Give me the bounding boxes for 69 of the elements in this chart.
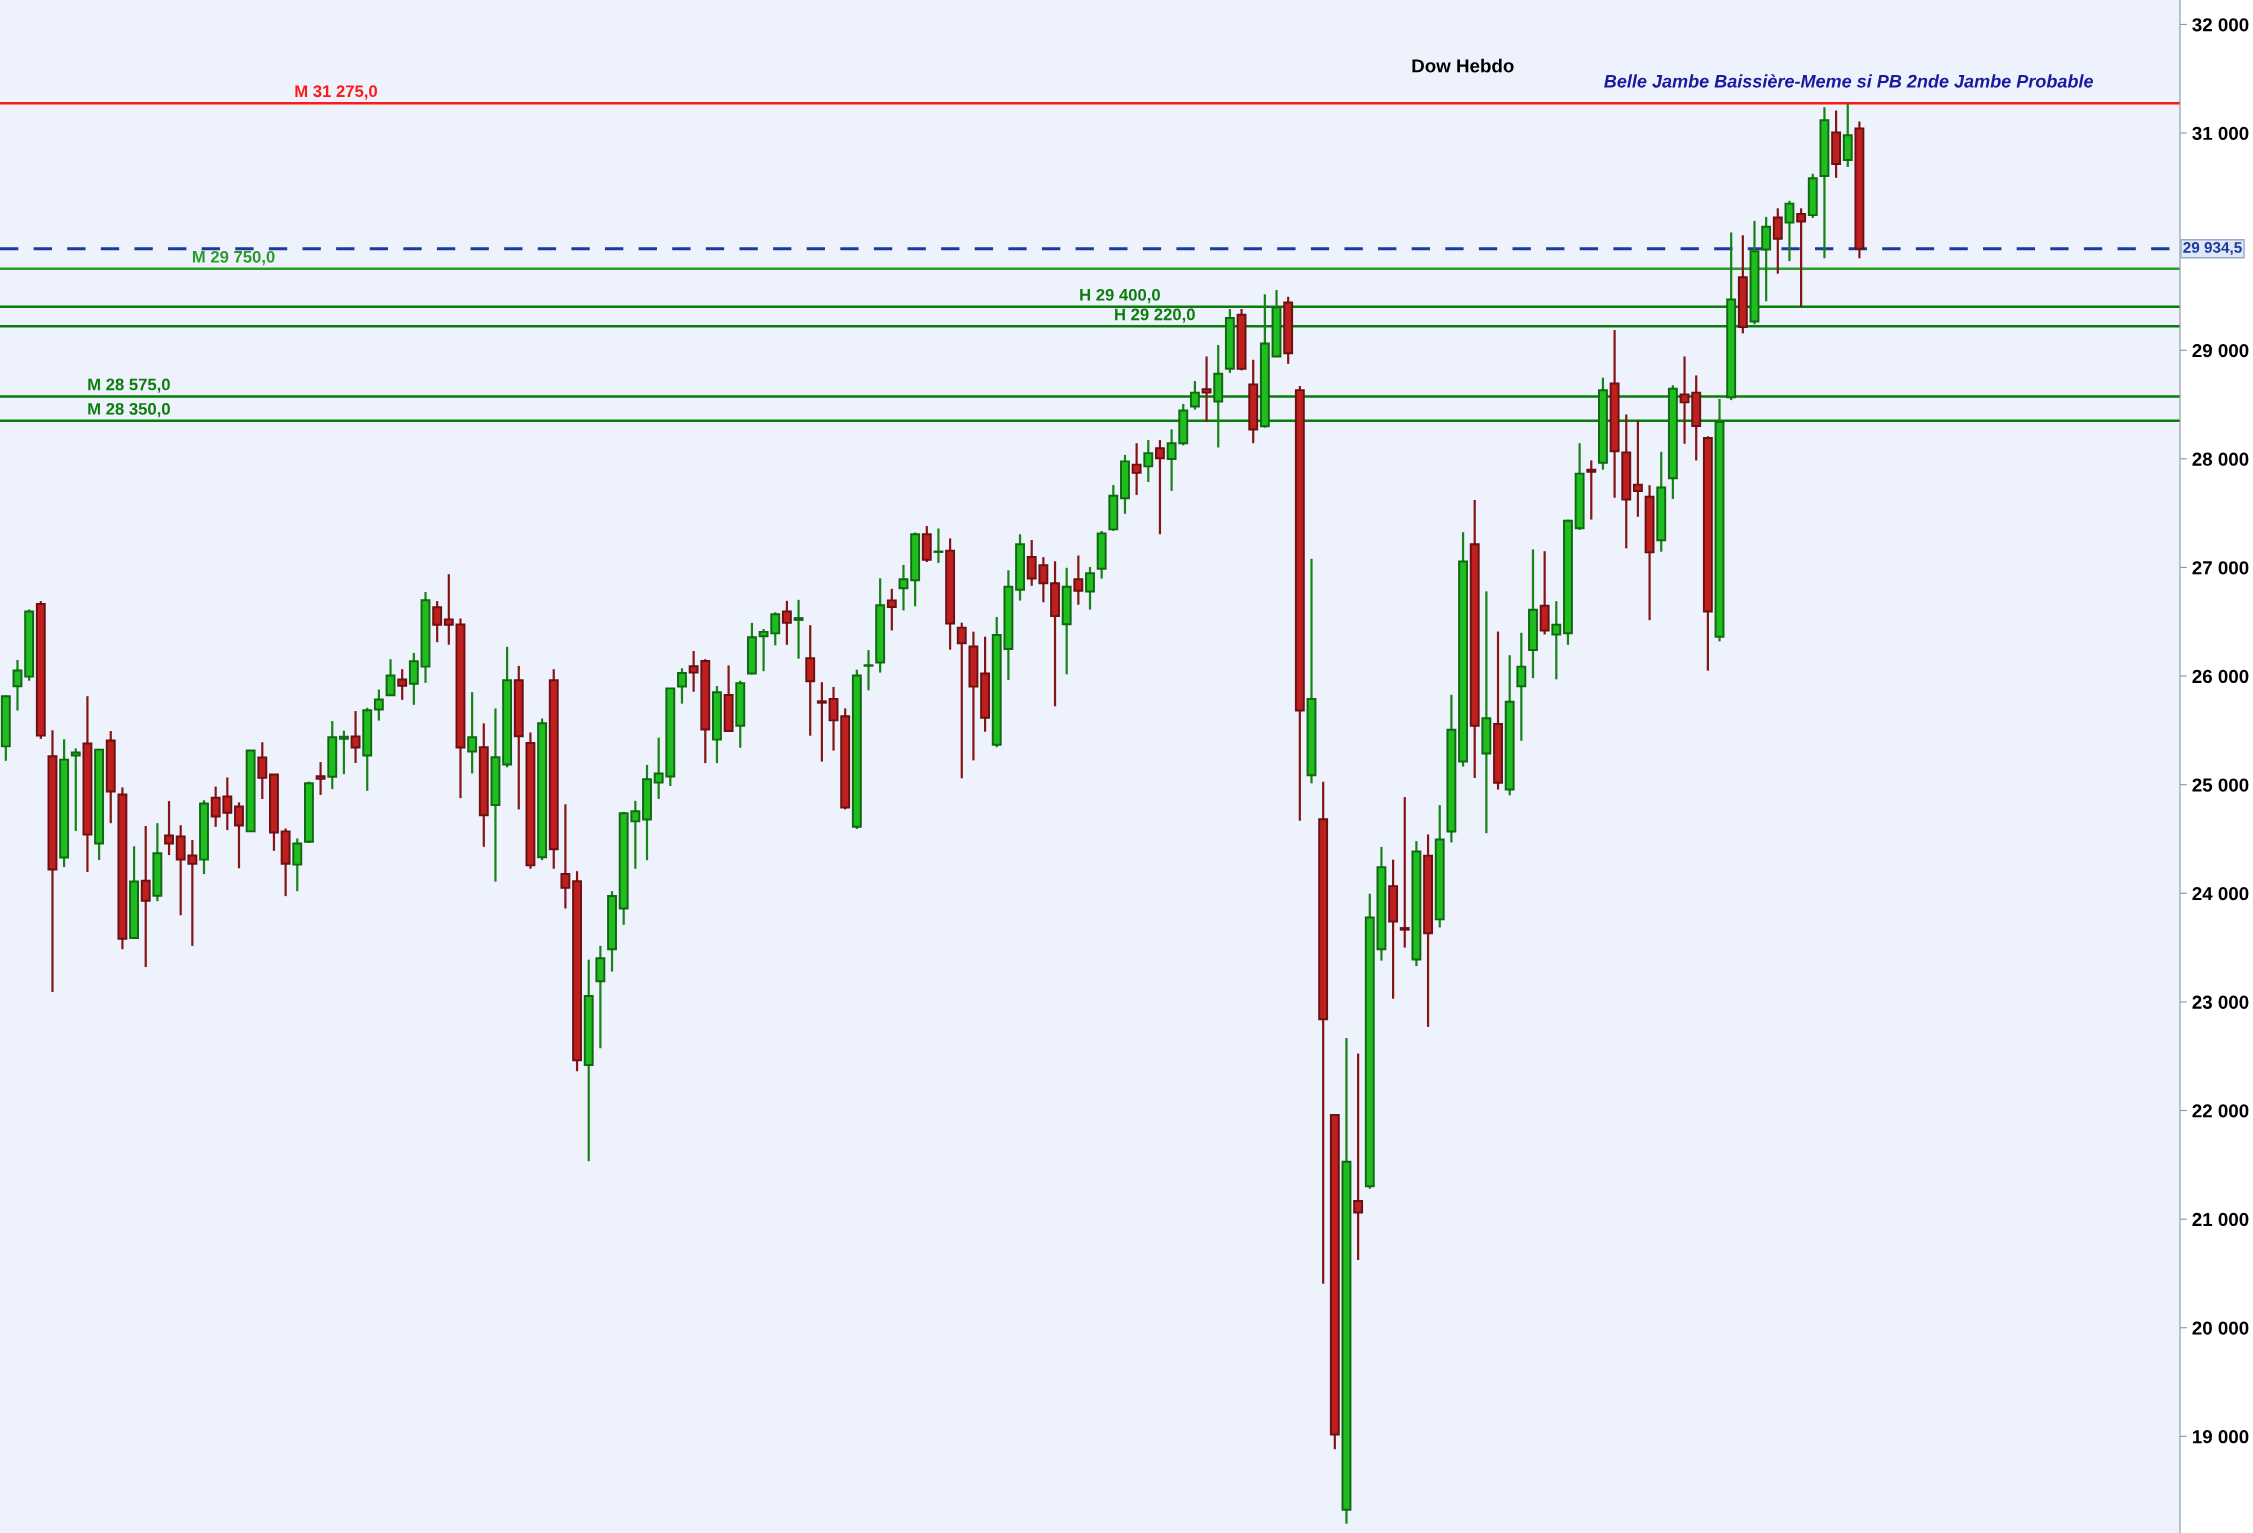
candlestick — [432, 600, 443, 644]
candlestick — [1796, 207, 1807, 309]
annotation: Belle Jambe Baissière-Meme si PB 2nde Jambe Probable — [1604, 74, 2094, 88]
ref-line-label: M 31 275,0 — [295, 85, 378, 100]
ref-line-label: H 29 220,0 — [1115, 308, 1195, 323]
candlestick — [315, 760, 326, 797]
ref-line-label: M 28 575,0 — [88, 378, 170, 393]
y-tick-label: 19 000 — [2192, 1430, 2249, 1444]
candlestick — [898, 563, 909, 612]
candlestick — [1761, 215, 1772, 303]
candlestick — [467, 691, 478, 775]
candlestick — [1201, 355, 1212, 424]
candlestick — [140, 824, 151, 969]
candlestick — [1353, 1052, 1364, 1262]
y-tick-label: 32 000 — [2192, 18, 2249, 32]
y-tick-label: 29 000 — [2192, 343, 2249, 358]
ref-line-label: H 29 400,0 — [1080, 288, 1160, 304]
candlestick — [408, 651, 419, 706]
y-tick-label: 28 000 — [2192, 452, 2249, 466]
candlestick — [1073, 554, 1084, 606]
candlestick — [560, 803, 571, 910]
candlestick — [1551, 600, 1562, 681]
candlestick — [677, 667, 687, 705]
candlestick — [443, 573, 454, 646]
candlestick — [292, 837, 303, 893]
candlestick — [164, 799, 174, 857]
candlestick — [257, 741, 268, 801]
candlestick — [385, 658, 396, 697]
candlestick — [1784, 199, 1795, 263]
candlestick — [1131, 442, 1142, 497]
y-tick-label: 23 000 — [2192, 995, 2249, 1009]
candlestick — [373, 688, 384, 722]
candlestick — [781, 599, 792, 646]
candlestick — [1155, 438, 1165, 536]
candlestick — [1085, 565, 1095, 611]
candlestick — [350, 709, 361, 765]
ref-line-label: M 28 350,0 — [88, 402, 170, 418]
candlestick — [1632, 419, 1643, 518]
y-tick-label: 24 000 — [2192, 887, 2249, 901]
candlestick — [793, 598, 804, 660]
candlestick — [12, 658, 23, 712]
candlestick — [816, 681, 827, 763]
y-tick-label: 25 000 — [2192, 778, 2249, 792]
text: Dow Hebdo — [1412, 58, 1514, 73]
candlestick — [1772, 207, 1783, 275]
candlestick — [933, 527, 944, 565]
candlestick — [338, 729, 349, 776]
candlestick — [1399, 795, 1410, 949]
candlestick — [234, 801, 244, 870]
ref-line-label: 29 934,5 — [2183, 242, 2242, 256]
y-tick-label: 22 000 — [2192, 1104, 2249, 1118]
candlestick — [1516, 631, 1527, 742]
candlestick — [956, 621, 967, 780]
y-tick-label: 20 000 — [2192, 1321, 2249, 1335]
y-tick-label: 26 000 — [2192, 669, 2249, 684]
candlestick — [595, 944, 606, 1050]
candlestick — [70, 747, 81, 833]
candlestick — [397, 668, 408, 701]
candlestick — [1586, 459, 1597, 521]
candlestick — [1679, 355, 1690, 445]
y-tick-label: 21 000 — [2192, 1212, 2249, 1227]
candlestick — [1143, 438, 1154, 483]
y-tick-label: 27 000 — [2192, 561, 2249, 575]
candlestick — [886, 587, 897, 632]
candlestick — [805, 624, 816, 737]
ref-line-label: M 29 750,0 — [192, 250, 275, 266]
y-tick-label: 31 000 — [2192, 126, 2249, 141]
candlestick — [863, 649, 874, 692]
candlestick — [828, 685, 839, 752]
